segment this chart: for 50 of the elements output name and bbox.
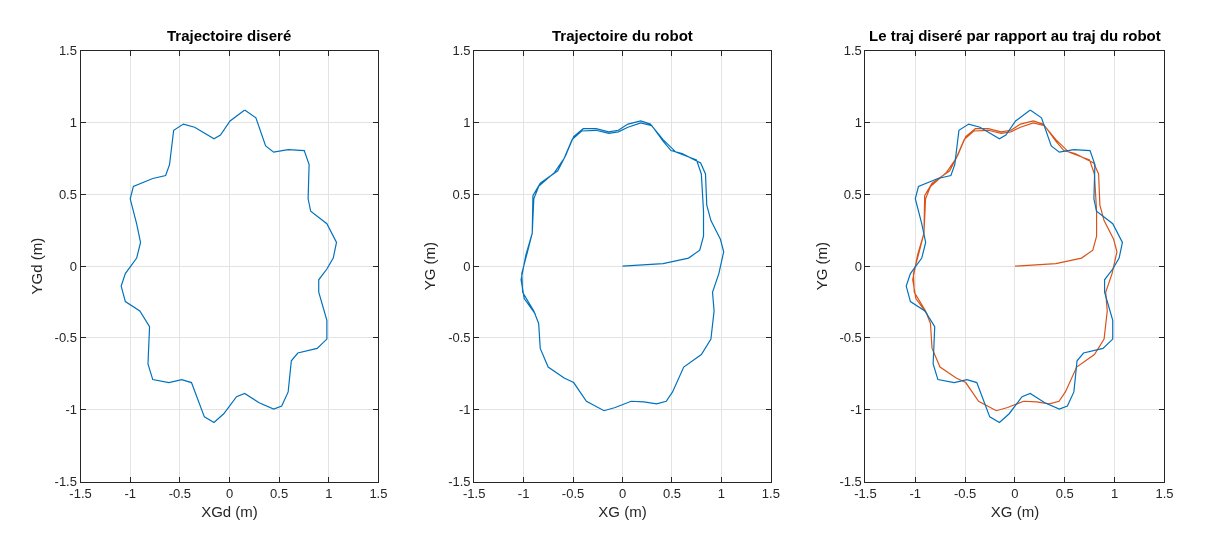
y-tick-label: 1.5	[58, 43, 77, 59]
y-tick-label: 1	[854, 115, 862, 131]
y-axis-title: YGd (m)	[27, 237, 45, 295]
x-tick-label: 1	[717, 486, 726, 502]
x-tick-label: -0.5	[561, 486, 585, 502]
x-tick-label: -1	[124, 486, 136, 502]
x-tick-label: 0.5	[662, 486, 681, 502]
x-axis-title: XGd (m)	[201, 503, 258, 521]
x-tick-label: 1.5	[1155, 486, 1174, 502]
y-tick-label: -0.5	[839, 330, 862, 346]
y-tick-label: -1	[850, 402, 862, 418]
x-tick-label: 0	[225, 486, 234, 502]
y-tick-label: -1.5	[54, 474, 77, 490]
x-tick-label: -1	[517, 486, 530, 502]
y-tick-label: 0.5	[58, 186, 77, 202]
y-axis-title: YG (m)	[812, 241, 830, 291]
y-tick-label: 0	[854, 258, 862, 274]
y-tick-label: 1.5	[843, 43, 862, 59]
x-tick-label: -0.5	[168, 486, 192, 502]
y-tick-label: 1	[69, 115, 77, 131]
y-tick-label: -1.5	[448, 474, 471, 490]
y-tick-label: -0.5	[448, 330, 471, 346]
y-tick-label: 1.5	[452, 43, 471, 59]
y-tick-label: 0	[463, 258, 471, 274]
y-tick-label: -1	[65, 402, 77, 418]
chart-title: Trajectoire diseré	[167, 27, 292, 44]
x-tick-label: 0.5	[1055, 486, 1074, 502]
line-series	[120, 109, 338, 424]
x-axis-title: XG (m)	[990, 503, 1040, 521]
y-tick-label: 1	[463, 115, 471, 131]
y-axis-title: YG (m)	[421, 241, 439, 291]
chart-title: Trajectoire du robot	[552, 27, 693, 44]
y-tick-label: 0	[69, 258, 77, 274]
x-tick-label: 1	[325, 486, 333, 502]
y-tick-label: 0.5	[843, 186, 862, 202]
x-tick-label: 0	[618, 486, 627, 502]
line-series	[520, 120, 725, 412]
x-tick-label: 1.5	[369, 486, 388, 502]
y-tick-label: -0.5	[54, 330, 77, 346]
y-tick-label: 0.5	[452, 186, 471, 202]
y-tick-label: -1.5	[839, 474, 862, 490]
x-tick-label: 1.5	[761, 486, 780, 502]
x-tick-label: -1	[909, 486, 922, 502]
y-tick-label: -1	[459, 402, 471, 418]
x-axis-title: XG (m)	[598, 503, 647, 521]
chart-title: Le traj diseré par rapport au traj du robot	[869, 27, 1161, 44]
x-tick-label: 0	[1011, 486, 1019, 502]
x-tick-label: -0.5	[953, 486, 977, 502]
x-tick-label: 0.5	[270, 486, 289, 502]
x-tick-label: 1	[1111, 486, 1119, 502]
